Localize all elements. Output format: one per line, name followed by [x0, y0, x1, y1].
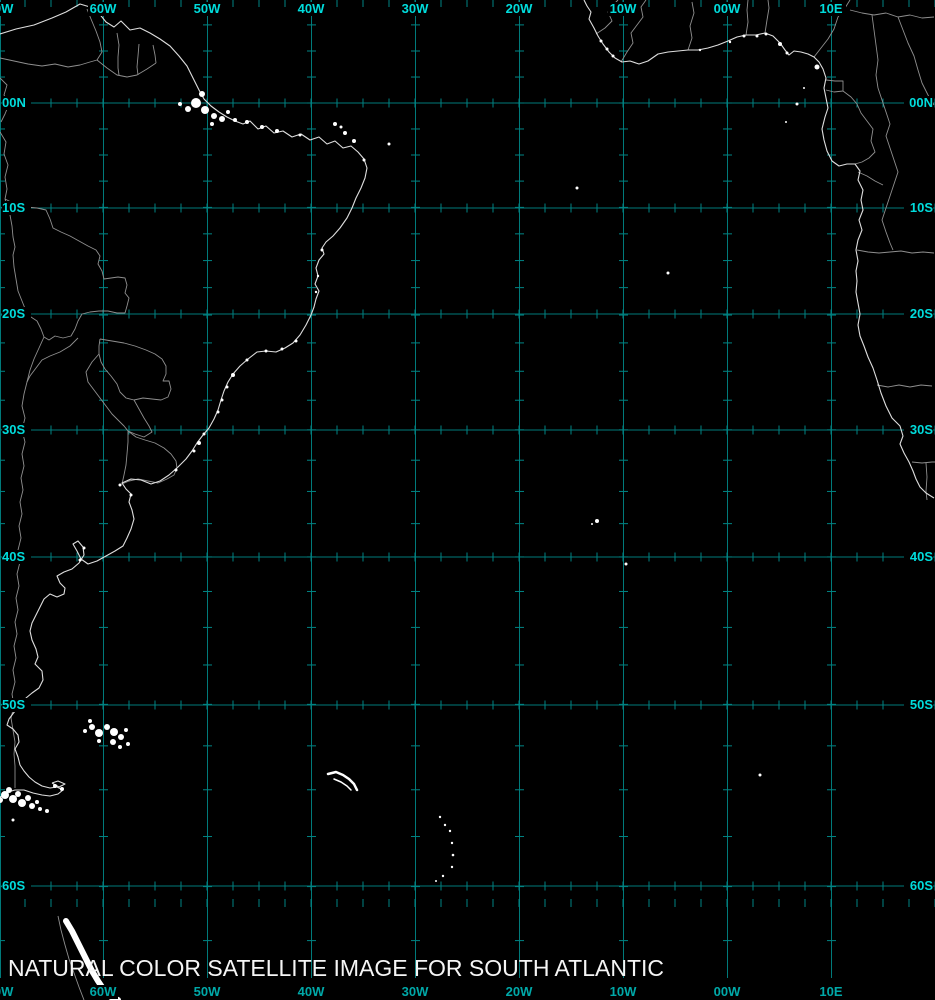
grid-label-30S: 30S — [910, 422, 933, 437]
grid-layer — [0, 0, 935, 978]
grid-label-00N: 00N — [909, 95, 933, 110]
grid-label-10E: 10E — [819, 984, 842, 999]
grid-label-40S: 40S — [910, 549, 933, 564]
grid-label-20S: 20S — [910, 306, 933, 321]
grid-label-20S: 20S — [2, 306, 25, 321]
cloud-layer — [0, 32, 820, 1000]
grid-label-60W: 60W — [90, 1, 117, 16]
grid-label-40S: 40S — [2, 549, 25, 564]
grid-label-60W: 60W — [90, 984, 117, 999]
grid-label-50S: 50S — [910, 697, 933, 712]
caption-block: NATURAL COLOR SATELLITE IMAGE FOR SOUTH … — [8, 910, 664, 1000]
grid-label-40W: 40W — [298, 1, 325, 16]
grid-label-20W: 20W — [506, 984, 533, 999]
grid-label-70W: 70W — [0, 984, 14, 999]
grid-label-50S: 50S — [2, 697, 25, 712]
grid-label-70W: 70W — [0, 1, 14, 16]
grid-label-00W: 00W — [714, 984, 741, 999]
grid-label-10W: 10W — [610, 1, 637, 16]
grid-label-60S: 60S — [910, 878, 933, 893]
grid-label-10W: 10W — [610, 984, 637, 999]
grid-label-10S: 10S — [2, 200, 25, 215]
caption-title: NATURAL COLOR SATELLITE IMAGE FOR SOUTH … — [8, 955, 665, 981]
grid-label-50W: 50W — [194, 984, 221, 999]
grid-label-40W: 40W — [298, 984, 325, 999]
grid-label-10E: 10E — [819, 1, 842, 16]
grid-label-30W: 30W — [402, 984, 429, 999]
grid-label-50W: 50W — [194, 1, 221, 16]
grid-label-60S: 60S — [2, 878, 25, 893]
grid-label-20W: 20W — [506, 1, 533, 16]
grid-label-30S: 30S — [2, 422, 25, 437]
grid-label-30W: 30W — [402, 1, 429, 16]
grid-label-10S: 10S — [910, 200, 933, 215]
grid-label-00N: 00N — [2, 95, 26, 110]
grid-label-00W: 00W — [714, 1, 741, 16]
